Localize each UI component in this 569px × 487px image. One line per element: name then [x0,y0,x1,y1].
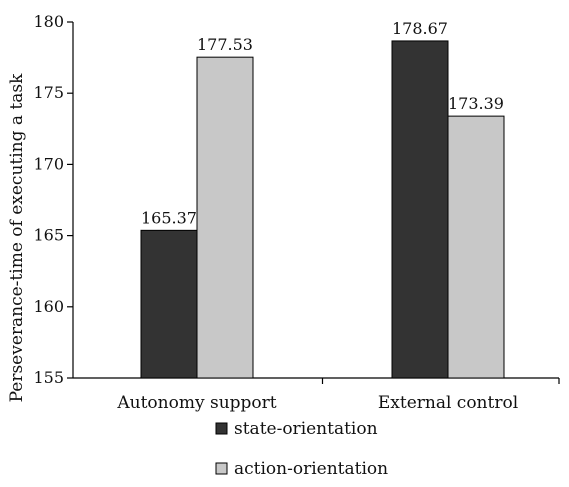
legend-swatch-state-orientation [215,422,228,435]
bar-action-orientation [447,115,505,379]
bar-action-orientation [196,56,254,379]
category-label: External control [378,393,518,413]
y-tick-label: 170 [33,154,64,173]
data-label: 177.53 [197,35,253,54]
y-axis-label: Perseverance-time of executing a task [7,73,27,403]
legend-label: action-orientation [234,459,388,479]
bar-state-orientation [140,229,198,379]
data-labels: 165.37 178.67 177.53 173.39 [141,19,504,227]
data-label: 178.67 [392,19,448,38]
data-label: 173.39 [448,94,504,113]
data-label: 165.37 [141,208,197,227]
bars [140,40,505,379]
legend: state-orientation action-orientation [215,419,388,479]
y-tick-label: 165 [33,226,64,245]
axes: 155 160 165 170 175 180 Autonomy support Extern… [33,12,560,413]
y-tick-label: 155 [33,368,64,387]
y-tick-label: 160 [33,297,64,316]
legend-label: state-orientation [234,419,378,439]
y-tick-label: 180 [33,12,64,31]
y-tick-label: 175 [33,83,64,102]
category-label: Autonomy support [116,393,276,413]
bar-state-orientation [391,40,449,379]
legend-swatch-action-orientation [215,462,228,475]
